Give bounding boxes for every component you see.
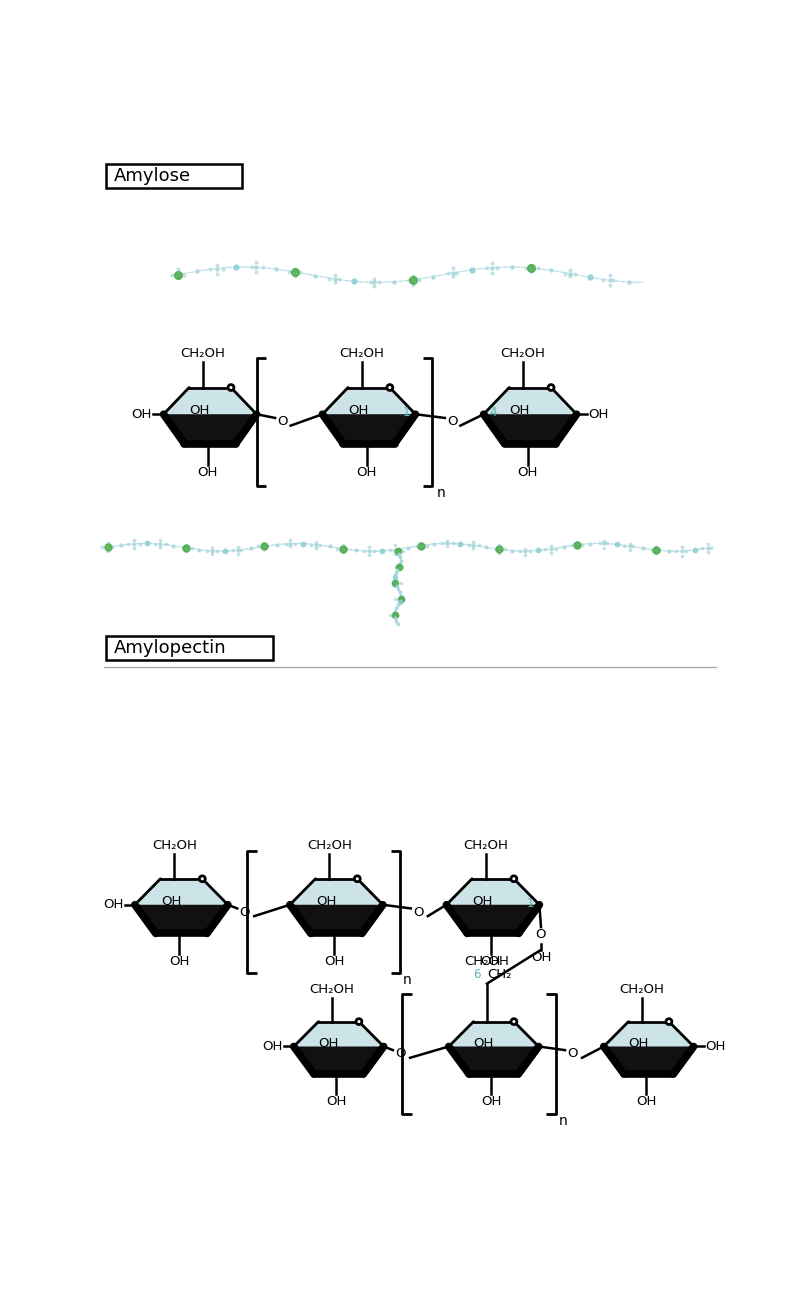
Polygon shape	[163, 388, 257, 444]
Text: n: n	[558, 1114, 567, 1127]
Text: OH: OH	[161, 895, 182, 908]
Text: OH: OH	[318, 1037, 339, 1050]
Text: O: O	[395, 1047, 406, 1060]
Text: OH: OH	[474, 1037, 494, 1050]
Text: O: O	[278, 415, 288, 428]
Circle shape	[228, 385, 234, 390]
Circle shape	[511, 1018, 517, 1025]
Polygon shape	[290, 879, 383, 933]
Text: CH₂OH: CH₂OH	[310, 983, 354, 996]
Text: OH: OH	[636, 1095, 657, 1108]
Text: O: O	[536, 928, 546, 941]
Text: O: O	[414, 905, 424, 918]
Polygon shape	[446, 879, 539, 933]
Text: CH₂OH: CH₂OH	[152, 840, 197, 851]
Polygon shape	[290, 905, 383, 933]
Text: CH₂OH: CH₂OH	[463, 840, 508, 851]
Text: CH₂: CH₂	[487, 968, 511, 982]
Text: 1: 1	[402, 406, 410, 419]
Text: OH: OH	[357, 466, 377, 480]
Polygon shape	[135, 879, 228, 933]
FancyBboxPatch shape	[106, 636, 273, 661]
Polygon shape	[446, 905, 539, 933]
Circle shape	[666, 1018, 672, 1025]
Text: Amylopectin: Amylopectin	[114, 639, 226, 657]
Polygon shape	[604, 1046, 694, 1074]
Text: n: n	[437, 486, 446, 501]
Text: CH₂OH: CH₂OH	[619, 983, 664, 996]
Text: OH: OH	[482, 1095, 502, 1108]
Text: OH: OH	[481, 955, 501, 968]
Text: OH: OH	[349, 405, 369, 417]
Circle shape	[511, 876, 517, 882]
Polygon shape	[163, 414, 257, 444]
Text: CH₂OH: CH₂OH	[307, 840, 352, 851]
Circle shape	[387, 385, 393, 390]
Text: OH: OH	[131, 407, 152, 420]
Text: 4: 4	[489, 406, 497, 419]
Text: OH: OH	[530, 951, 551, 964]
Polygon shape	[449, 1046, 538, 1074]
Text: O: O	[240, 905, 250, 918]
Text: OH: OH	[510, 405, 530, 417]
Text: OH: OH	[190, 405, 210, 417]
Text: O: O	[447, 415, 458, 428]
Polygon shape	[484, 388, 577, 444]
Text: n: n	[403, 974, 412, 988]
Text: OH: OH	[169, 955, 190, 968]
Polygon shape	[484, 414, 577, 444]
Text: CH₂OH: CH₂OH	[339, 347, 384, 360]
Polygon shape	[604, 1021, 694, 1074]
FancyBboxPatch shape	[106, 164, 242, 188]
Text: 1: 1	[526, 897, 534, 909]
Text: OH: OH	[473, 895, 493, 908]
Text: OH: OH	[324, 955, 344, 968]
Polygon shape	[135, 905, 228, 933]
Text: OH: OH	[262, 1039, 282, 1053]
Text: CH₂OH: CH₂OH	[465, 955, 510, 968]
Text: 6: 6	[474, 968, 481, 982]
Text: CH₂OH: CH₂OH	[501, 347, 546, 360]
Polygon shape	[322, 388, 415, 444]
Circle shape	[548, 385, 554, 390]
Text: OH: OH	[705, 1039, 726, 1053]
Polygon shape	[294, 1046, 384, 1074]
Text: OH: OH	[198, 466, 218, 480]
Circle shape	[356, 1018, 362, 1025]
Text: O: O	[567, 1047, 578, 1060]
Text: Amylose: Amylose	[114, 167, 191, 185]
Text: OH: OH	[326, 1095, 346, 1108]
Polygon shape	[449, 1021, 538, 1074]
Text: OH: OH	[518, 466, 538, 480]
Text: OH: OH	[629, 1037, 649, 1050]
Circle shape	[199, 876, 206, 882]
Text: OH: OH	[103, 899, 123, 911]
Text: OH: OH	[588, 407, 609, 420]
Circle shape	[354, 876, 360, 882]
Polygon shape	[294, 1021, 384, 1074]
Text: CH₂OH: CH₂OH	[181, 347, 226, 360]
Polygon shape	[322, 414, 415, 444]
Text: OH: OH	[316, 895, 336, 908]
